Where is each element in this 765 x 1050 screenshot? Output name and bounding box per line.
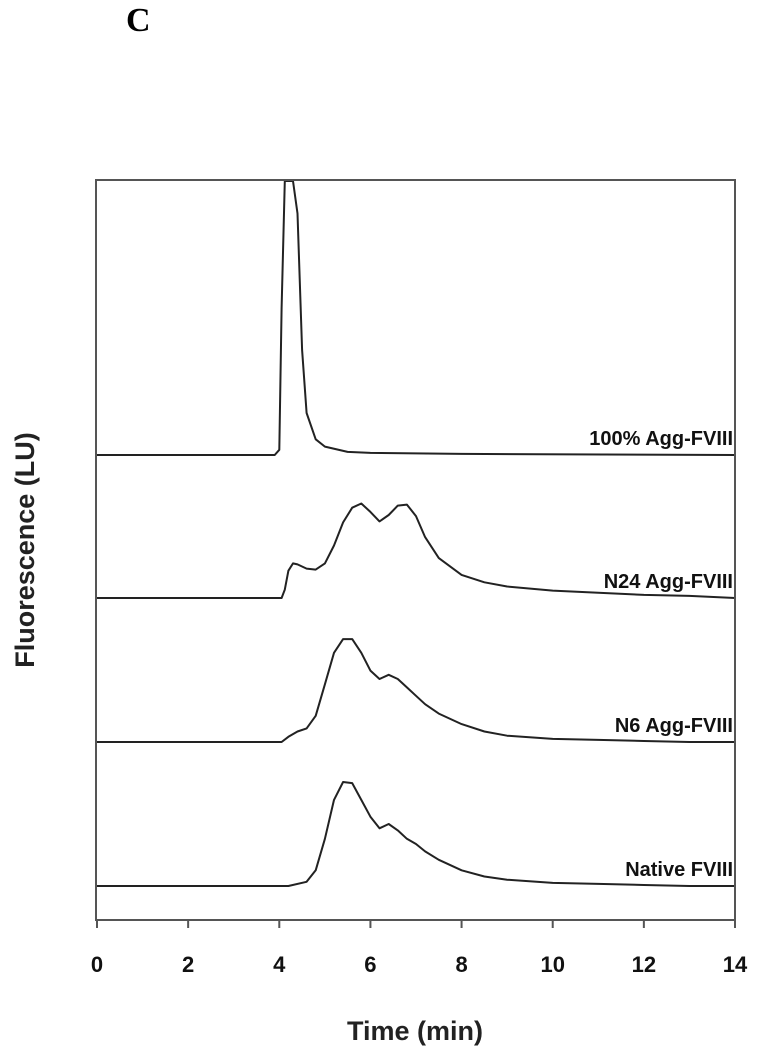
- traces-group: [97, 180, 736, 887]
- x-tick-label: 4: [273, 952, 286, 977]
- series-label-100-agg-fviii: 100% Agg-FVIII: [589, 428, 733, 450]
- series-label-n6-agg-fviii: N6 Agg-FVIII: [615, 715, 733, 737]
- series-labels-group: 100% Agg-FVIII N24 Agg-FVIII N6 Agg-FVIII N…: [589, 428, 733, 881]
- trace-n24-agg-fviii: [97, 502, 736, 599]
- x-axis-ticks: [96, 920, 736, 928]
- x-tick-label: 2: [182, 952, 194, 977]
- x-tick-label: 14: [723, 952, 748, 977]
- x-tick-label: 6: [364, 952, 376, 977]
- series-label-n24-agg-fviii: N24 Agg-FVIII: [604, 571, 733, 593]
- x-axis-title: Time (min): [347, 1016, 483, 1046]
- x-tick-label: 12: [632, 952, 656, 977]
- series-label-native-fviii: Native FVIII: [625, 859, 733, 881]
- trace-native-fviii: [97, 781, 735, 887]
- x-tick-label: 8: [455, 952, 467, 977]
- trace-100-agg-fviii: [97, 180, 736, 456]
- plot-frame: [95, 179, 736, 921]
- trace-n6-agg-fviii: [97, 638, 735, 743]
- y-axis-title: Fluorescence (LU): [10, 432, 40, 668]
- x-tick-label: 0: [91, 952, 103, 977]
- x-tick-label: 10: [540, 952, 564, 977]
- panel-label: C: [126, 2, 151, 39]
- x-axis-tick-labels: 0 2 4 6 8 10 12 14: [91, 952, 748, 977]
